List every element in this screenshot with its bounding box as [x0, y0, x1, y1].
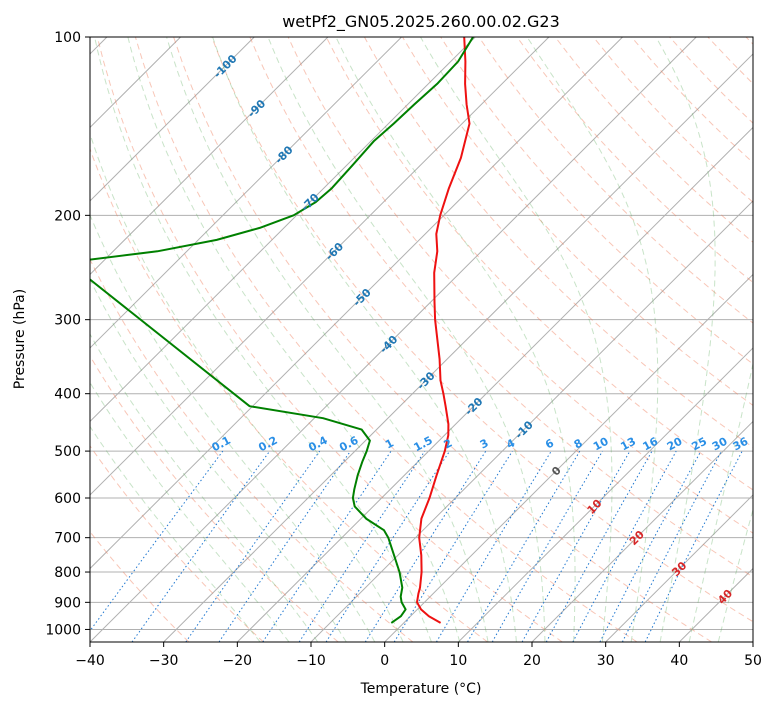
temperature-profile-line — [416, 37, 471, 624]
dry-adiabat-line — [90, 258, 414, 642]
moist-adiabat-line — [94, 37, 432, 642]
isotherm-line — [90, 37, 623, 570]
x-tick-label: 0 — [380, 653, 389, 669]
x-tick-label: −10 — [296, 653, 326, 669]
moist-adiabat-line — [267, 37, 546, 642]
mixing-ratio-line — [218, 450, 351, 642]
dry-adiabat-line — [287, 37, 753, 534]
moist-adiabat-line — [90, 381, 290, 642]
moist-adiabat-line — [127, 37, 461, 642]
x-tick-label: 50 — [744, 653, 762, 669]
y-tick-label: 200 — [54, 208, 81, 224]
moist-adiabat-line — [526, 37, 659, 642]
y-tick-label: 1000 — [45, 622, 81, 638]
y-axis-label: Pressure (hPa) — [12, 289, 28, 389]
mixing-ratio-line — [131, 450, 271, 642]
moist-adiabat-line — [166, 37, 489, 642]
mixing-ratio-line — [262, 450, 392, 642]
dry-adiabat-line — [134, 37, 638, 642]
mixing-ratio-line — [185, 450, 321, 642]
dry-adiabat-line — [90, 355, 339, 642]
mixing-ratio-label: 36 — [731, 435, 751, 454]
x-tick-label: 20 — [523, 653, 541, 669]
moist-adiabat-line — [335, 37, 576, 642]
isotherm-line — [531, 420, 753, 642]
moist-adiabat-line — [90, 425, 261, 642]
mixing-ratio-line — [298, 450, 426, 642]
mixing-ratio-line — [521, 450, 631, 642]
dry-adiabat-line — [249, 37, 753, 578]
moist-adiabat-line — [90, 333, 319, 642]
moist-adiabat-line — [212, 37, 517, 642]
y-tick-label: 900 — [54, 595, 81, 611]
mixing-ratio-line — [572, 450, 677, 642]
y-tick-label: 300 — [54, 313, 81, 329]
isotherm-line — [384, 273, 753, 642]
mixing-ratio-line — [393, 450, 513, 642]
x-tick-label: −40 — [75, 653, 105, 669]
y-tick-label: 400 — [54, 387, 81, 403]
mixing-ratio-label: 10 — [591, 435, 611, 454]
y-tick-label: 700 — [54, 531, 81, 547]
moist-adiabat-line — [688, 361, 753, 642]
x-tick-label: 10 — [449, 653, 467, 669]
moist-adiabat-line — [90, 132, 404, 642]
isotherm-line — [90, 37, 329, 276]
dry-adiabat-line — [516, 37, 753, 284]
y-tick-label: 800 — [54, 565, 81, 581]
plot-area — [90, 37, 753, 642]
mixing-ratio-line — [545, 450, 653, 642]
isotherm-line — [163, 53, 753, 642]
mixing-ratio-line — [364, 450, 487, 642]
dry-adiabat-line — [96, 37, 563, 642]
x-axis-label: Temperature (°C) — [360, 681, 482, 697]
moist-adiabat-line — [420, 37, 613, 642]
mixing-ratio-line — [644, 450, 743, 642]
isotherm-line — [90, 37, 255, 202]
dry-adiabat-line — [211, 37, 753, 623]
x-tick-label: 30 — [597, 653, 615, 669]
isotherm-line — [236, 126, 753, 642]
dry-adiabat-line — [90, 445, 264, 642]
plot-frame — [89, 36, 754, 643]
x-tick-label: 40 — [670, 653, 688, 669]
isotherm-line — [90, 37, 550, 496]
isotherm-line — [605, 494, 753, 642]
dry-adiabat-line — [173, 37, 712, 642]
mixing-ratio-line — [90, 450, 224, 632]
isotherm-line — [90, 37, 697, 642]
x-tick-label: −20 — [223, 653, 253, 669]
x-tick-label: −30 — [149, 653, 179, 669]
mixing-ratio-line — [325, 450, 451, 642]
y-tick-label: 500 — [54, 444, 81, 460]
moist-adiabat-line — [655, 37, 716, 642]
mixing-ratio-label: 16 — [641, 435, 661, 454]
chart-title: wetPf2_GN05.2025.260.00.02.G23 — [282, 12, 560, 32]
mixing-ratio-label: 25 — [689, 435, 709, 454]
mixing-ratio-label: 13 — [618, 435, 638, 454]
moist-adiabat-line — [717, 508, 753, 642]
dewpoint-profile-line — [90, 37, 474, 624]
y-tick-label: 600 — [54, 491, 81, 507]
isotherm-line — [457, 347, 753, 642]
isotherm-line — [310, 200, 753, 642]
isotherm-line — [90, 37, 476, 423]
mixing-ratio-label: 20 — [665, 435, 685, 454]
dry-adiabat-line — [325, 37, 753, 491]
mixing-ratio-label: 30 — [710, 435, 730, 454]
moist-adiabat-line — [90, 213, 376, 642]
y-tick-label: 100 — [54, 30, 81, 46]
isotherm-line — [90, 37, 402, 349]
